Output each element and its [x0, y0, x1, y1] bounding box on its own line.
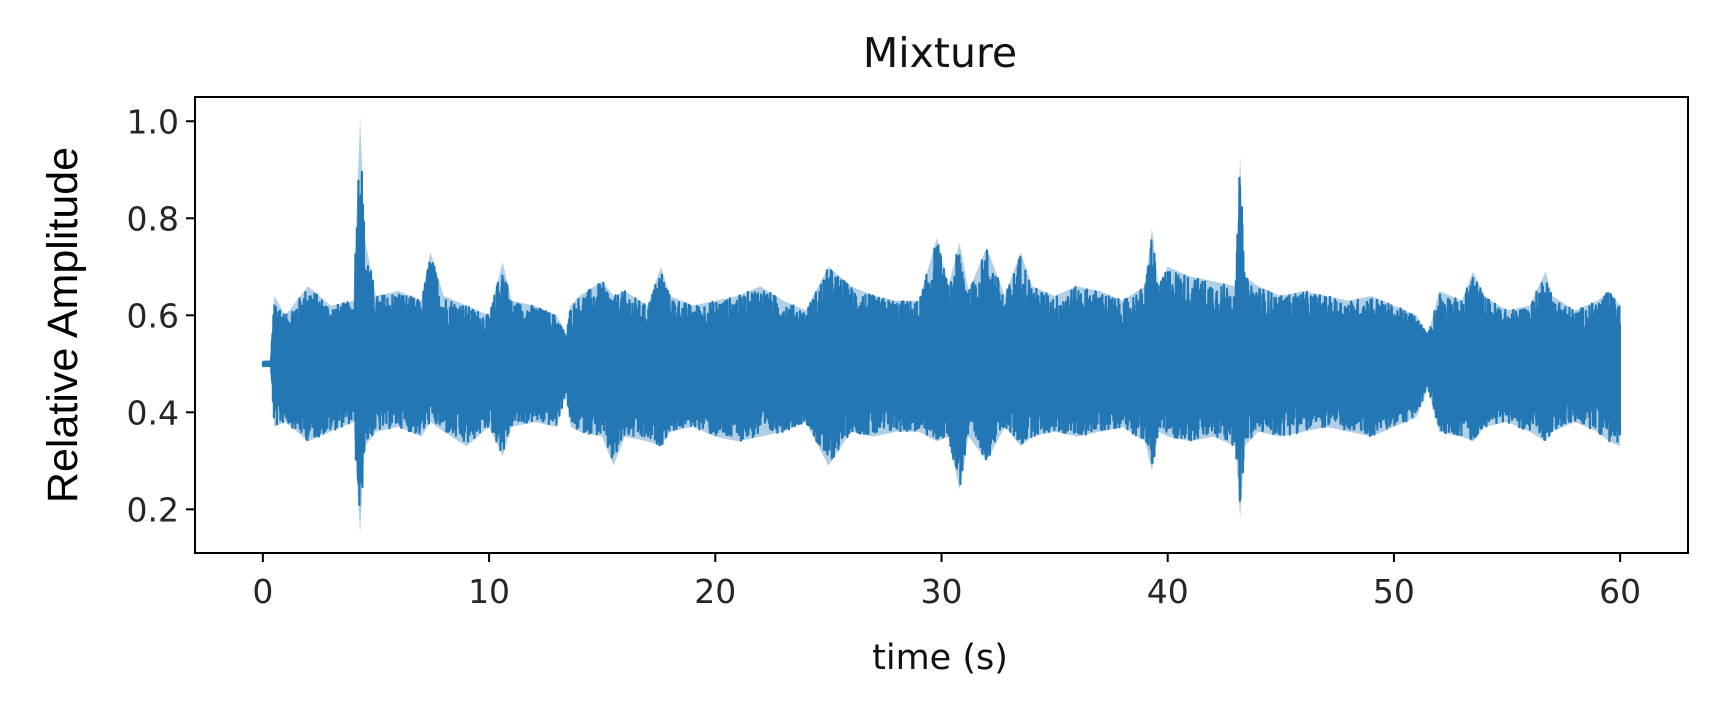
- plot-area: [194, 96, 1689, 554]
- y-axis-ticks: 0.2 0.4 0.6 0.8 1.0: [127, 102, 195, 529]
- y-tick-label: 0.4: [127, 393, 179, 432]
- x-axis-ticks: 0 10 20 30 40 50 60: [252, 553, 1641, 611]
- x-tick-label: 0: [252, 572, 273, 611]
- x-tick-label: 20: [694, 572, 736, 611]
- x-tick-label: 30: [921, 572, 963, 611]
- x-axis-label: time (s): [872, 638, 1008, 678]
- y-tick-label: 0.6: [127, 296, 179, 335]
- x-tick-label: 10: [468, 572, 510, 611]
- y-tick-label: 0.2: [127, 490, 179, 529]
- series-line-mixture: [261, 170, 1621, 506]
- x-tick-label: 60: [1599, 572, 1641, 611]
- y-tick-label: 0.8: [127, 199, 179, 238]
- x-tick-label: 50: [1373, 572, 1415, 611]
- series-envelope-mixture: [262, 116, 1621, 534]
- y-axis-label: Relative Amplitude: [39, 147, 87, 503]
- chart-title: Mixture: [863, 29, 1017, 77]
- x-tick-label: 40: [1147, 572, 1189, 611]
- series-layer: [261, 116, 1621, 534]
- y-tick-label: 1.0: [127, 102, 179, 141]
